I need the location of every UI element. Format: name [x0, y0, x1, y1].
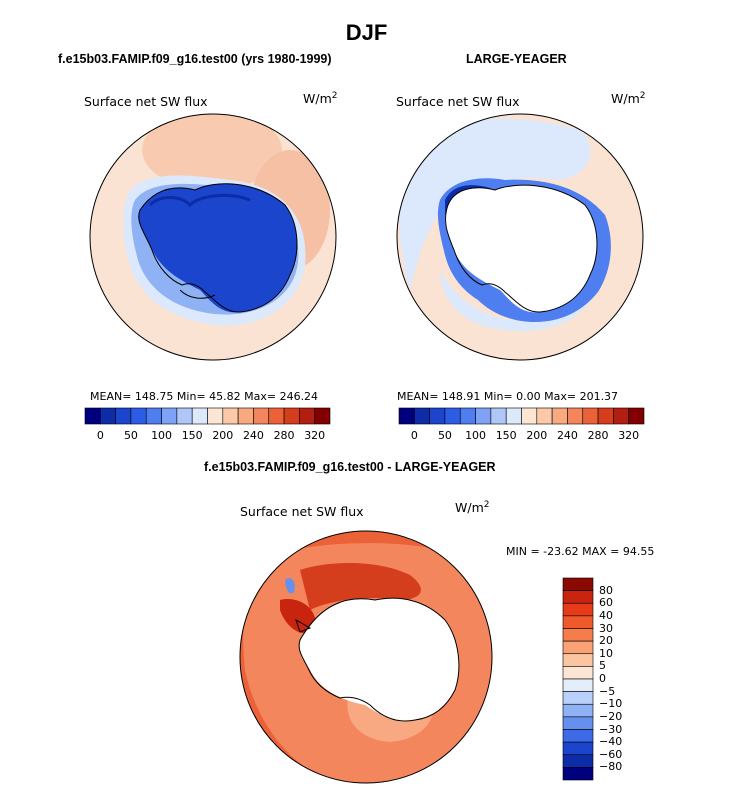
left-panel-title: f.e15b03.FAMIP.f09_g16.test00 (yrs 1980-… [58, 52, 332, 66]
difference-variable-label: Surface net SW flux [240, 504, 364, 519]
difference-map [240, 531, 492, 783]
colorbar-swatch [613, 407, 629, 425]
colorbar-tick-label: 200 [526, 429, 548, 442]
colorbar-tick-label: 80 [599, 583, 613, 597]
colorbar-tick-label: 240 [242, 429, 264, 442]
colorbar-tick-label: 100 [465, 429, 487, 442]
colorbar-tick-label: −20 [599, 709, 623, 723]
colorbar-swatch [562, 754, 594, 768]
colorbar-swatch [100, 407, 116, 425]
colorbar-swatch [283, 407, 300, 425]
colorbar-swatch [562, 666, 594, 680]
colorbar-tick-label: 280 [587, 429, 609, 442]
colorbar-swatch [562, 678, 594, 692]
colorbar-swatch [562, 590, 594, 604]
right-panel-title: LARGE-YEAGER [466, 52, 567, 66]
colorbar-tick-label: 60 [599, 596, 613, 610]
colorbar-swatch [222, 407, 239, 425]
colorbar-swatch [130, 407, 147, 425]
colorbar-swatch [444, 407, 461, 425]
colorbar-tick-label: −30 [599, 722, 623, 736]
colorbar-tick-label: −80 [599, 760, 623, 774]
colorbar-tick-label: 200 [212, 429, 234, 442]
colorbar-swatch [459, 407, 476, 425]
colorbar-difference [562, 577, 594, 781]
colorbar-swatch [562, 640, 594, 655]
colorbar-swatch [191, 407, 208, 425]
colorbar-swatch [562, 741, 594, 756]
colorbar-swatch [562, 703, 594, 718]
colorbar-swatch [562, 729, 594, 743]
colorbar-tick-label: 40 [599, 608, 613, 622]
colorbar-swatch [176, 407, 193, 425]
colorbar-tick-label: −40 [599, 735, 623, 749]
left-unit-label: W/m2 [303, 91, 338, 107]
colorbar-swatch [314, 407, 331, 425]
right-variable-label: Surface net SW flux [396, 94, 520, 109]
colorbar-swatch [521, 407, 538, 425]
right-unit-label: W/m2 [611, 91, 646, 107]
colorbar-swatch [429, 407, 446, 425]
colorbar-swatch [597, 407, 614, 425]
colorbar-swatch [398, 407, 415, 425]
colorbar-tick-label: 30 [599, 621, 613, 635]
colorbar-swatch [268, 407, 285, 425]
colorbar-tick-label: 5 [599, 659, 606, 673]
colorbar-swatch [551, 407, 568, 425]
colorbar-swatch [628, 407, 645, 425]
colorbar-swatch [490, 407, 507, 425]
colorbar-tick-label: 320 [304, 429, 326, 442]
colorbar-swatch [562, 615, 594, 629]
colorbar-swatch [562, 577, 594, 591]
difference-stats: MIN = -23.62 MAX = 94.55 [506, 545, 655, 558]
colorbar-swatch [414, 407, 430, 425]
colorbar-swatch [145, 407, 162, 425]
colorbar-tick-label: 280 [273, 429, 295, 442]
colorbar-swatch [299, 407, 315, 425]
colorbar-swatch [253, 407, 270, 425]
colorbar-tick-label: 20 [599, 634, 613, 648]
left-stats: MEAN= 148.75 Min= 45.82 Max= 246.24 [90, 390, 319, 403]
colorbar-right [398, 407, 645, 425]
colorbar-tick-label: 0 [599, 672, 606, 685]
left-variable-label: Surface net SW flux [84, 94, 208, 109]
colorbar-swatch [562, 691, 594, 705]
colorbar-tick-label: 150 [181, 429, 203, 442]
colorbar-tick-label: 50 [437, 429, 452, 442]
difference-panel-title: f.e15b03.FAMIP.f09_g16.test00 - LARGE-YE… [204, 460, 496, 474]
figure-title: DJF [345, 20, 388, 45]
colorbar-swatch [562, 716, 594, 730]
colorbar-swatch [567, 407, 584, 425]
colorbar-swatch [207, 407, 224, 425]
colorbar-swatch [84, 407, 101, 425]
colorbar-tick-label: 240 [556, 429, 578, 442]
colorbar-tick-label: 150 [495, 429, 517, 442]
colorbar-tick-label: −5 [599, 684, 616, 698]
right-map [397, 114, 643, 360]
colorbar-swatch [237, 407, 254, 425]
colorbar-swatch [562, 602, 594, 617]
colorbar-tick-label: 0 [96, 429, 104, 442]
right-stats: MEAN= 148.91 Min= 0.00 Max= 201.37 [397, 390, 619, 403]
colorbar-swatch [562, 767, 594, 781]
colorbar-left [84, 407, 331, 425]
difference-unit-label: W/m2 [455, 500, 490, 516]
colorbar-swatch [582, 407, 599, 425]
colorbar-tick-label: −60 [599, 747, 623, 761]
colorbar-tick-label: 10 [599, 646, 613, 660]
colorbar-swatch [562, 653, 594, 667]
colorbar-swatch [536, 407, 553, 425]
colorbar-tick-label: −10 [599, 697, 623, 711]
colorbar-swatch [562, 628, 594, 642]
colorbar-swatch [115, 407, 132, 425]
colorbar-tick-label: 0 [410, 429, 418, 442]
colorbar-swatch [161, 407, 178, 425]
left-map [90, 114, 336, 360]
colorbar-tick-label: 100 [151, 429, 173, 442]
colorbar-tick-label: 50 [123, 429, 138, 442]
colorbar-swatch [475, 407, 492, 425]
colorbar-tick-label: 320 [618, 429, 640, 442]
colorbar-swatch [505, 407, 522, 425]
